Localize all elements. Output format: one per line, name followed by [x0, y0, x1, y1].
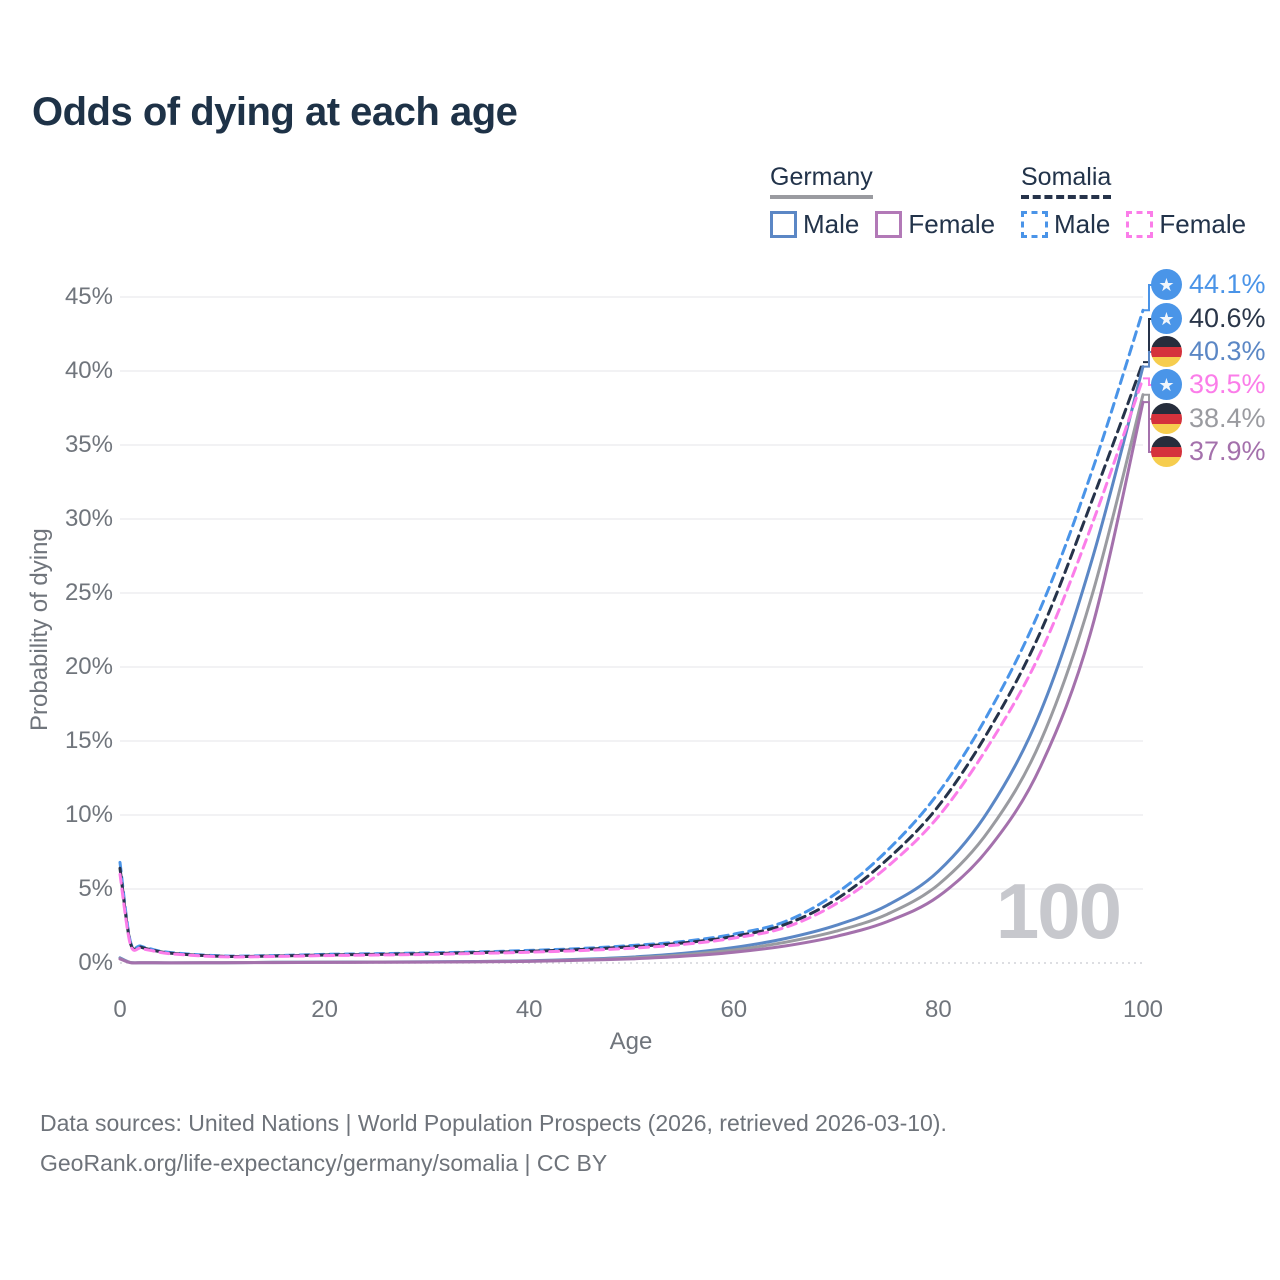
- somalia-male-swatch-icon: [1021, 211, 1048, 238]
- end-value-label: 38.4%: [1189, 403, 1266, 433]
- flag-stripe: [1151, 357, 1182, 367]
- flag-somalia-icon: ★: [1151, 369, 1182, 400]
- legend-item-label: Female: [908, 209, 996, 239]
- legend-item-label: Male: [1054, 209, 1111, 239]
- legend-row-germany: Male Female: [770, 209, 1011, 240]
- value-label-row: 38.4%: [1151, 403, 1266, 434]
- flag-germany-icon: [1151, 436, 1182, 467]
- flag-germany-icon: [1151, 336, 1182, 367]
- legend-item-label: Female: [1159, 209, 1247, 239]
- legend-item-germany-female[interactable]: Female: [875, 209, 995, 240]
- flag-stripe: [1151, 414, 1182, 424]
- x-tick-label: 100: [1122, 996, 1164, 1023]
- legend-item-germany-male[interactable]: Male: [770, 209, 859, 240]
- legend-item-somalia-female[interactable]: Female: [1126, 209, 1246, 240]
- data-sources-text: Data sources: United Nations | World Pop…: [40, 1110, 947, 1136]
- y-tick-label: 20%: [64, 653, 113, 680]
- end-value-label: 44.1%: [1189, 269, 1266, 299]
- flag-germany-icon: [1151, 403, 1182, 434]
- star-icon: ★: [1158, 308, 1175, 329]
- flag-somalia-icon: ★: [1151, 269, 1182, 300]
- end-value-label: 37.9%: [1189, 436, 1266, 466]
- flag-stripe: [1151, 447, 1182, 457]
- y-tick-label: 25%: [64, 579, 113, 606]
- value-label-row: ★ 39.5%: [1151, 369, 1266, 400]
- x-tick-label: 80: [925, 996, 952, 1023]
- legend-item-label: Male: [803, 209, 860, 239]
- y-tick-label: 30%: [64, 505, 113, 532]
- flag-stripe: [1151, 336, 1182, 347]
- end-value-label: 40.6%: [1189, 303, 1266, 333]
- page-title: Odds of dying at each age: [32, 90, 518, 134]
- attribution-link-text: GeoRank.org/life-expectancy/germany/soma…: [40, 1150, 608, 1176]
- legend-group-somalia: Somalia Male Female: [1021, 163, 1262, 240]
- series-line-somalia-both-sexes: [118, 360, 1145, 959]
- y-tick-label: 45%: [64, 283, 113, 310]
- y-tick-label: 40%: [64, 357, 113, 384]
- value-label-row: 37.9%: [1151, 436, 1266, 467]
- y-tick-label: 10%: [64, 801, 113, 828]
- flag-stripe: [1151, 457, 1182, 467]
- legend-country-somalia[interactable]: Somalia: [1021, 163, 1112, 199]
- x-tick-label: 40: [515, 996, 543, 1023]
- x-axis-title: Age: [609, 1028, 653, 1055]
- germany-male-swatch-icon: [770, 211, 797, 238]
- y-tick-label: 15%: [64, 727, 113, 754]
- flag-stripe: [1151, 424, 1182, 434]
- value-label-row: 40.3%: [1151, 336, 1266, 367]
- flag-stripe: [1151, 347, 1182, 357]
- y-tick-label: 35%: [64, 431, 113, 458]
- age-watermark: 100: [995, 867, 1122, 955]
- flag-somalia-icon: ★: [1151, 303, 1182, 334]
- series-line-somalia-female: [118, 376, 1145, 959]
- end-value-label: 40.3%: [1189, 336, 1266, 366]
- series-line-germany-female: [118, 400, 1145, 965]
- series-line-germany-male: [118, 365, 1145, 965]
- legend-country-germany[interactable]: Germany: [770, 163, 873, 199]
- y-tick-label: 0%: [78, 949, 113, 976]
- value-label-row: ★ 44.1%: [1151, 269, 1266, 300]
- star-icon: ★: [1158, 374, 1175, 395]
- flag-stripe: [1151, 436, 1182, 447]
- flag-stripe: [1151, 403, 1182, 414]
- y-tick-label: 5%: [78, 875, 113, 902]
- value-label-row: ★ 40.6%: [1151, 303, 1266, 334]
- series-line-somalia-male: [118, 308, 1145, 958]
- series-line-germany-both-sexes: [118, 393, 1145, 965]
- x-tick-label: 20: [311, 996, 338, 1023]
- star-icon: ★: [1158, 274, 1175, 295]
- legend-item-somalia-male[interactable]: Male: [1021, 209, 1110, 240]
- x-tick-label: 60: [720, 996, 748, 1023]
- x-tick-label: 0: [113, 996, 127, 1023]
- legend-row-somalia: Male Female: [1021, 209, 1262, 240]
- somalia-female-swatch-icon: [1126, 211, 1154, 238]
- germany-female-swatch-icon: [875, 211, 903, 238]
- end-value-label: 39.5%: [1189, 369, 1266, 399]
- legend-group-germany: Germany Male Female: [770, 163, 1011, 240]
